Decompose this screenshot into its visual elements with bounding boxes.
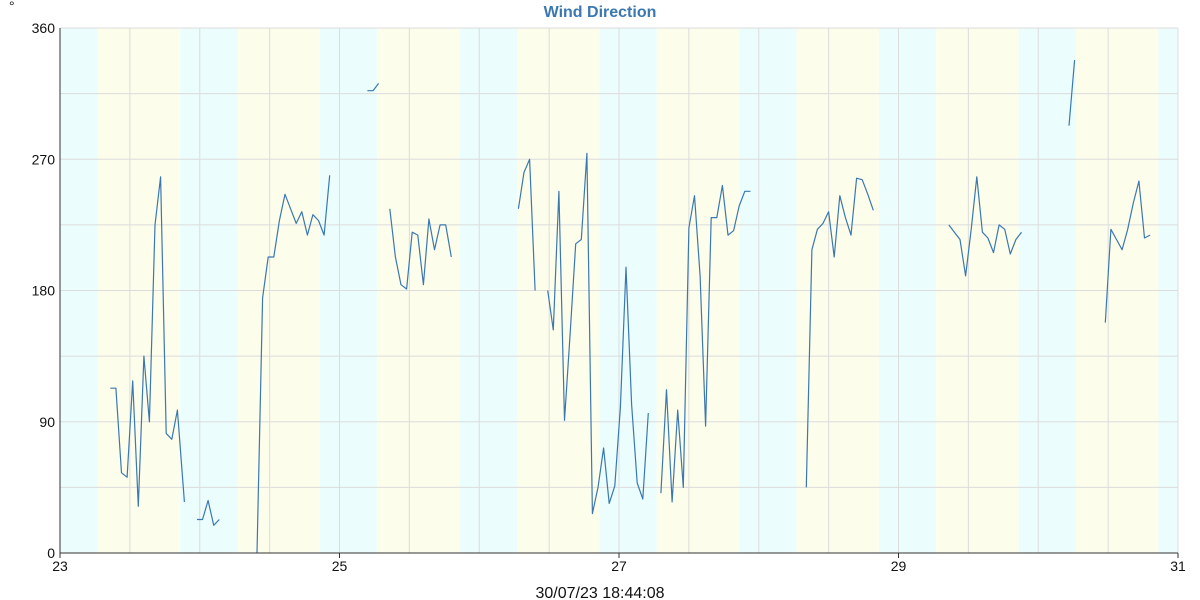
y-axis-unit-label: °: [9, 0, 15, 14]
axes: 0 90 180 270 360 23 25 27 29 31: [32, 20, 1186, 574]
x-tick-label-27: 27: [611, 558, 627, 574]
series-wind-direction: [110, 60, 1151, 554]
x-tick-label-25: 25: [332, 558, 348, 574]
y-tick-label-0: 0: [47, 545, 55, 561]
x-tick-label-29: 29: [891, 558, 907, 574]
series-segment-7: [660, 184, 751, 503]
series-segment-5: [517, 158, 536, 291]
series-segment-3: [367, 83, 380, 92]
series-segment-4: [389, 208, 452, 290]
series-segment-1: [197, 499, 220, 526]
series-segment-0: [110, 176, 185, 507]
series-segment-6: [547, 152, 649, 515]
y-tick-label-90: 90: [39, 414, 55, 430]
y-tick-label-360: 360: [32, 20, 56, 36]
x-tick-label-23: 23: [52, 558, 68, 574]
series-segment-10: [1068, 60, 1076, 126]
series-segment-9: [948, 176, 1022, 277]
chart-title: Wind Direction: [544, 4, 657, 21]
y-tick-label-180: 180: [32, 283, 56, 299]
series-segment-2: [256, 175, 331, 554]
x-tick-label-31: 31: [1170, 558, 1186, 574]
timestamp-label: 30/07/23 18:44:08: [535, 585, 664, 600]
series-segment-11: [1104, 180, 1151, 323]
y-tick-label-270: 270: [32, 151, 56, 167]
series-segment-8: [805, 177, 874, 488]
